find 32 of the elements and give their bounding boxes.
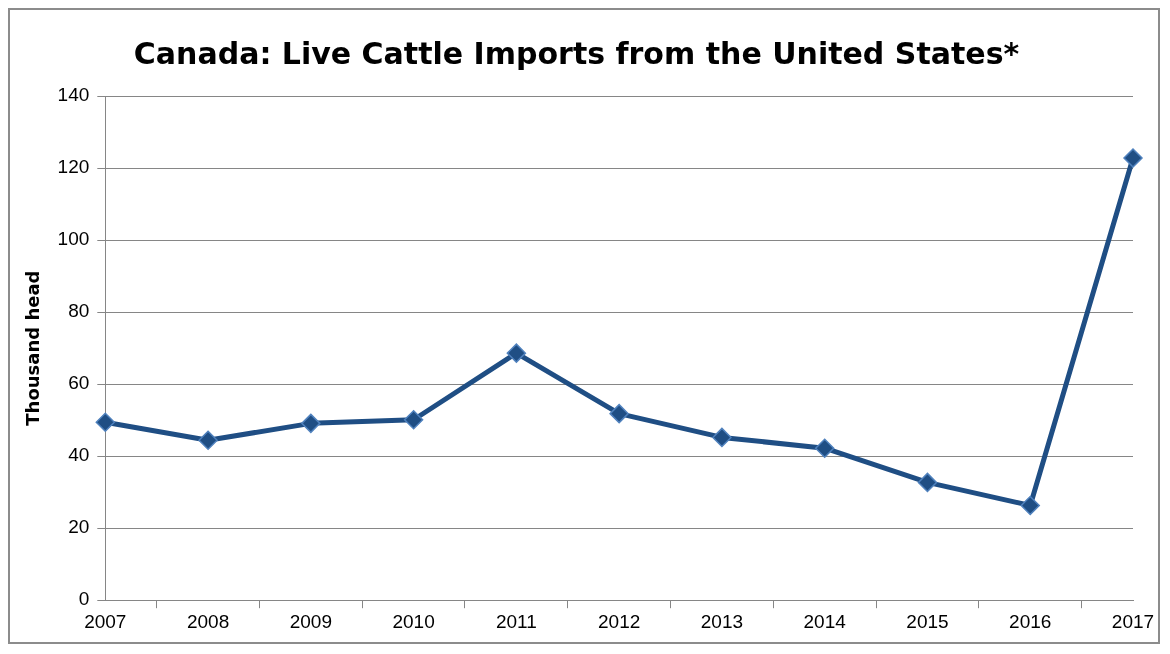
y-tick-label: 80	[68, 300, 90, 322]
y-tick-label: 100	[57, 228, 90, 250]
point	[403, 410, 424, 430]
point	[712, 427, 732, 448]
y-tick-label: 20	[68, 516, 90, 538]
point	[609, 403, 629, 424]
chart-title: Canada: Live Cattle Imports from the United States*	[133, 35, 1020, 71]
x-tick-label: 2014	[803, 610, 847, 632]
y-tick-label: 0	[78, 588, 90, 610]
point	[506, 343, 527, 363]
y-tick-label: 140	[57, 84, 90, 106]
y-axis-title: Thousand head	[22, 270, 44, 426]
x-tick-label: 2009	[289, 610, 332, 632]
point	[1020, 495, 1040, 516]
x-tick-label: 2012	[598, 610, 641, 632]
x-tick-label: 2010	[392, 610, 435, 632]
point	[1123, 148, 1143, 168]
x-tick-label: 2015	[906, 610, 949, 632]
x-tick-label: 2017	[1111, 610, 1155, 632]
y-tick-label: 60	[68, 372, 90, 394]
point	[198, 430, 218, 451]
x-tick-label: 2013	[700, 610, 744, 632]
point	[95, 412, 116, 433]
x-tick-label: 2011	[495, 610, 537, 632]
y-tick-label: 120	[57, 156, 90, 178]
x-tick-label: 2008	[186, 610, 230, 632]
point	[814, 438, 835, 458]
x-tick-label: 2007	[84, 610, 127, 632]
point	[917, 472, 938, 493]
x-tick-label: 2016	[1009, 610, 1052, 632]
point	[301, 413, 321, 434]
y-tick-label: 40	[68, 444, 90, 466]
